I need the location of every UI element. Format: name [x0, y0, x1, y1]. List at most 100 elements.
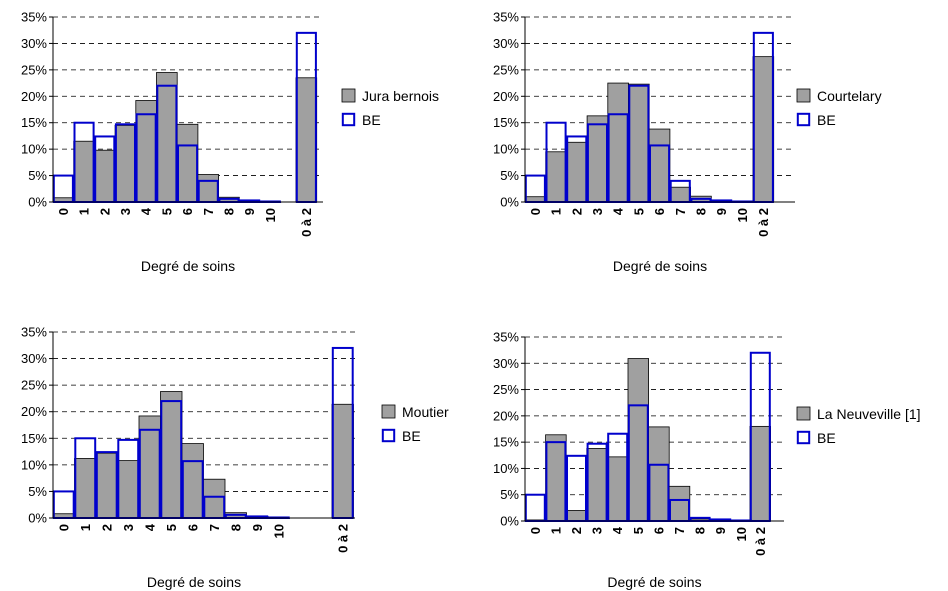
- x-tick-label: 4: [611, 207, 626, 215]
- y-tick-label: 35%: [21, 325, 47, 340]
- bar-jura-bernois-1: [73, 140, 95, 203]
- bar-la-neuveville-1--6: [648, 426, 670, 522]
- x-tick-label: 6: [185, 524, 200, 531]
- legend-label: BE: [402, 428, 421, 444]
- y-tick-label: 25%: [21, 378, 47, 393]
- bar-courtelary-1: [545, 151, 567, 203]
- bar-jura-bernois-6: [176, 123, 199, 203]
- x-tick-label: 4: [142, 523, 157, 531]
- y-tick-label: 0%: [28, 511, 47, 526]
- legend: Moutier BE: [381, 404, 449, 444]
- y-tick-label: 20%: [493, 408, 519, 423]
- x-tick-label: 3: [590, 527, 605, 534]
- x-tick-label: 9: [713, 527, 728, 534]
- bar-moutier-3: [117, 460, 140, 519]
- y-tick-label: 5%: [500, 168, 519, 183]
- y-tick-label: 0%: [500, 195, 519, 210]
- x-tick-label: 6: [652, 208, 667, 215]
- legend: Jura bernois BE: [341, 88, 439, 128]
- legend-swatch-outline: [341, 112, 356, 127]
- x-tick-label: 10: [734, 527, 749, 541]
- bar-courtelary-7: [669, 186, 692, 203]
- legend-label: Jura bernois: [362, 88, 439, 104]
- y-tick-label: 30%: [493, 36, 519, 51]
- x-tick-label: 4: [139, 207, 154, 215]
- legend: Courtelary BE: [796, 88, 882, 128]
- y-tick-label: 10%: [21, 457, 47, 472]
- x-tick-label: 10: [263, 208, 278, 222]
- bar-la-neuveville-1--0à2: [749, 425, 772, 522]
- x-tick-label: 1: [78, 524, 93, 531]
- y-tick-label: 35%: [493, 330, 519, 345]
- bar-la-neuveville-1--7: [668, 485, 691, 522]
- legend-label: La Neuveville [1]: [817, 406, 921, 422]
- x-tick-label: 2: [569, 527, 584, 534]
- bar-la-neuveville-1--4: [607, 456, 629, 522]
- bar-jura-bernois-7: [197, 174, 219, 203]
- x-tick-label: 7: [673, 208, 688, 215]
- y-tick-label: 35%: [21, 10, 47, 25]
- chart-panel-2: 0% 5% 10% 15% 20% 25% 30% 35% 0 1 2 3 4 5 6 7 8 9 10 0 à 2 D…: [493, 10, 882, 275]
- bar-moutier-5: [160, 391, 183, 519]
- y-tick-label: 35%: [493, 10, 519, 25]
- x-tick-label: 5: [631, 527, 646, 534]
- y-tick-label: 20%: [21, 89, 47, 104]
- x-tick-label: 0: [56, 524, 71, 531]
- legend-swatch-filled: [381, 404, 396, 419]
- y-tick-label: 15%: [493, 435, 519, 450]
- legend-swatch-outline: [796, 112, 811, 127]
- x-tick-label: 0 à 2: [756, 208, 771, 237]
- legend-swatch-outline: [381, 428, 396, 443]
- legend-swatch-filled: [341, 88, 356, 103]
- x-tick-label: 5: [631, 208, 646, 215]
- y-tick-label: 30%: [493, 356, 519, 371]
- x-tick-label: 8: [693, 208, 708, 215]
- x-tick-label: 5: [159, 208, 174, 215]
- legend-label: Moutier: [402, 404, 449, 420]
- bar-moutier-4: [138, 415, 161, 519]
- x-tick-label: 9: [242, 208, 257, 215]
- bar-jura-bernois-5: [156, 72, 178, 203]
- x-tick-label: 8: [221, 208, 236, 215]
- y-tick-label: 25%: [21, 62, 47, 77]
- y-tick-label: 10%: [21, 142, 47, 157]
- legend: La Neuveville [1] BE: [796, 406, 921, 446]
- x-tick-label: 6: [180, 208, 195, 215]
- bar-courtelary-2: [566, 141, 588, 203]
- bar-jura-bernois-0à2: [295, 77, 318, 203]
- x-tick-label: 4: [610, 526, 625, 534]
- x-tick-label: 7: [207, 524, 222, 531]
- x-tick-label: 3: [590, 208, 605, 215]
- x-tick-label: 7: [201, 208, 216, 215]
- bar-moutier-0à2: [331, 403, 354, 519]
- bar-courtelary-6: [648, 128, 671, 203]
- x-axis-label: Degré de soins: [147, 574, 241, 590]
- legend-label: BE: [817, 430, 836, 446]
- y-tick-label: 30%: [21, 351, 47, 366]
- bar-moutier-6: [181, 443, 204, 519]
- bar-la-neuveville-1--3: [586, 448, 608, 522]
- x-tick-label: 1: [548, 527, 563, 534]
- x-tick-label: 0: [528, 527, 543, 534]
- x-tick-label: 0 à 2: [753, 527, 768, 556]
- bar-la-neuveville-1--5: [627, 358, 650, 522]
- y-tick-label: 15%: [21, 115, 47, 130]
- bar-jura-bernois-2: [94, 149, 116, 203]
- y-tick-label: 15%: [493, 115, 519, 130]
- y-tick-label: 5%: [28, 484, 47, 499]
- legend-swatch-outline: [796, 430, 811, 445]
- x-tick-label: 0: [528, 208, 543, 215]
- legend-label: BE: [362, 112, 381, 128]
- x-tick-label: 2: [97, 208, 112, 215]
- bar-moutier-1: [74, 458, 97, 519]
- chart-panel-4: 0% 5% 10% 15% 20% 25% 30% 35% 0 1 2 3 4 5 6 7 8 9 10 0 à 2 D…: [493, 330, 921, 591]
- x-tick-label: 1: [549, 208, 564, 215]
- legend-label: BE: [817, 112, 836, 128]
- bar-courtelary-5: [628, 83, 650, 203]
- x-tick-label: 3: [118, 208, 133, 215]
- bar-outline-be-0: [524, 493, 546, 523]
- x-tick-label: 10: [271, 524, 286, 538]
- bar-courtelary-0à2: [752, 56, 775, 203]
- y-tick-label: 25%: [493, 382, 519, 397]
